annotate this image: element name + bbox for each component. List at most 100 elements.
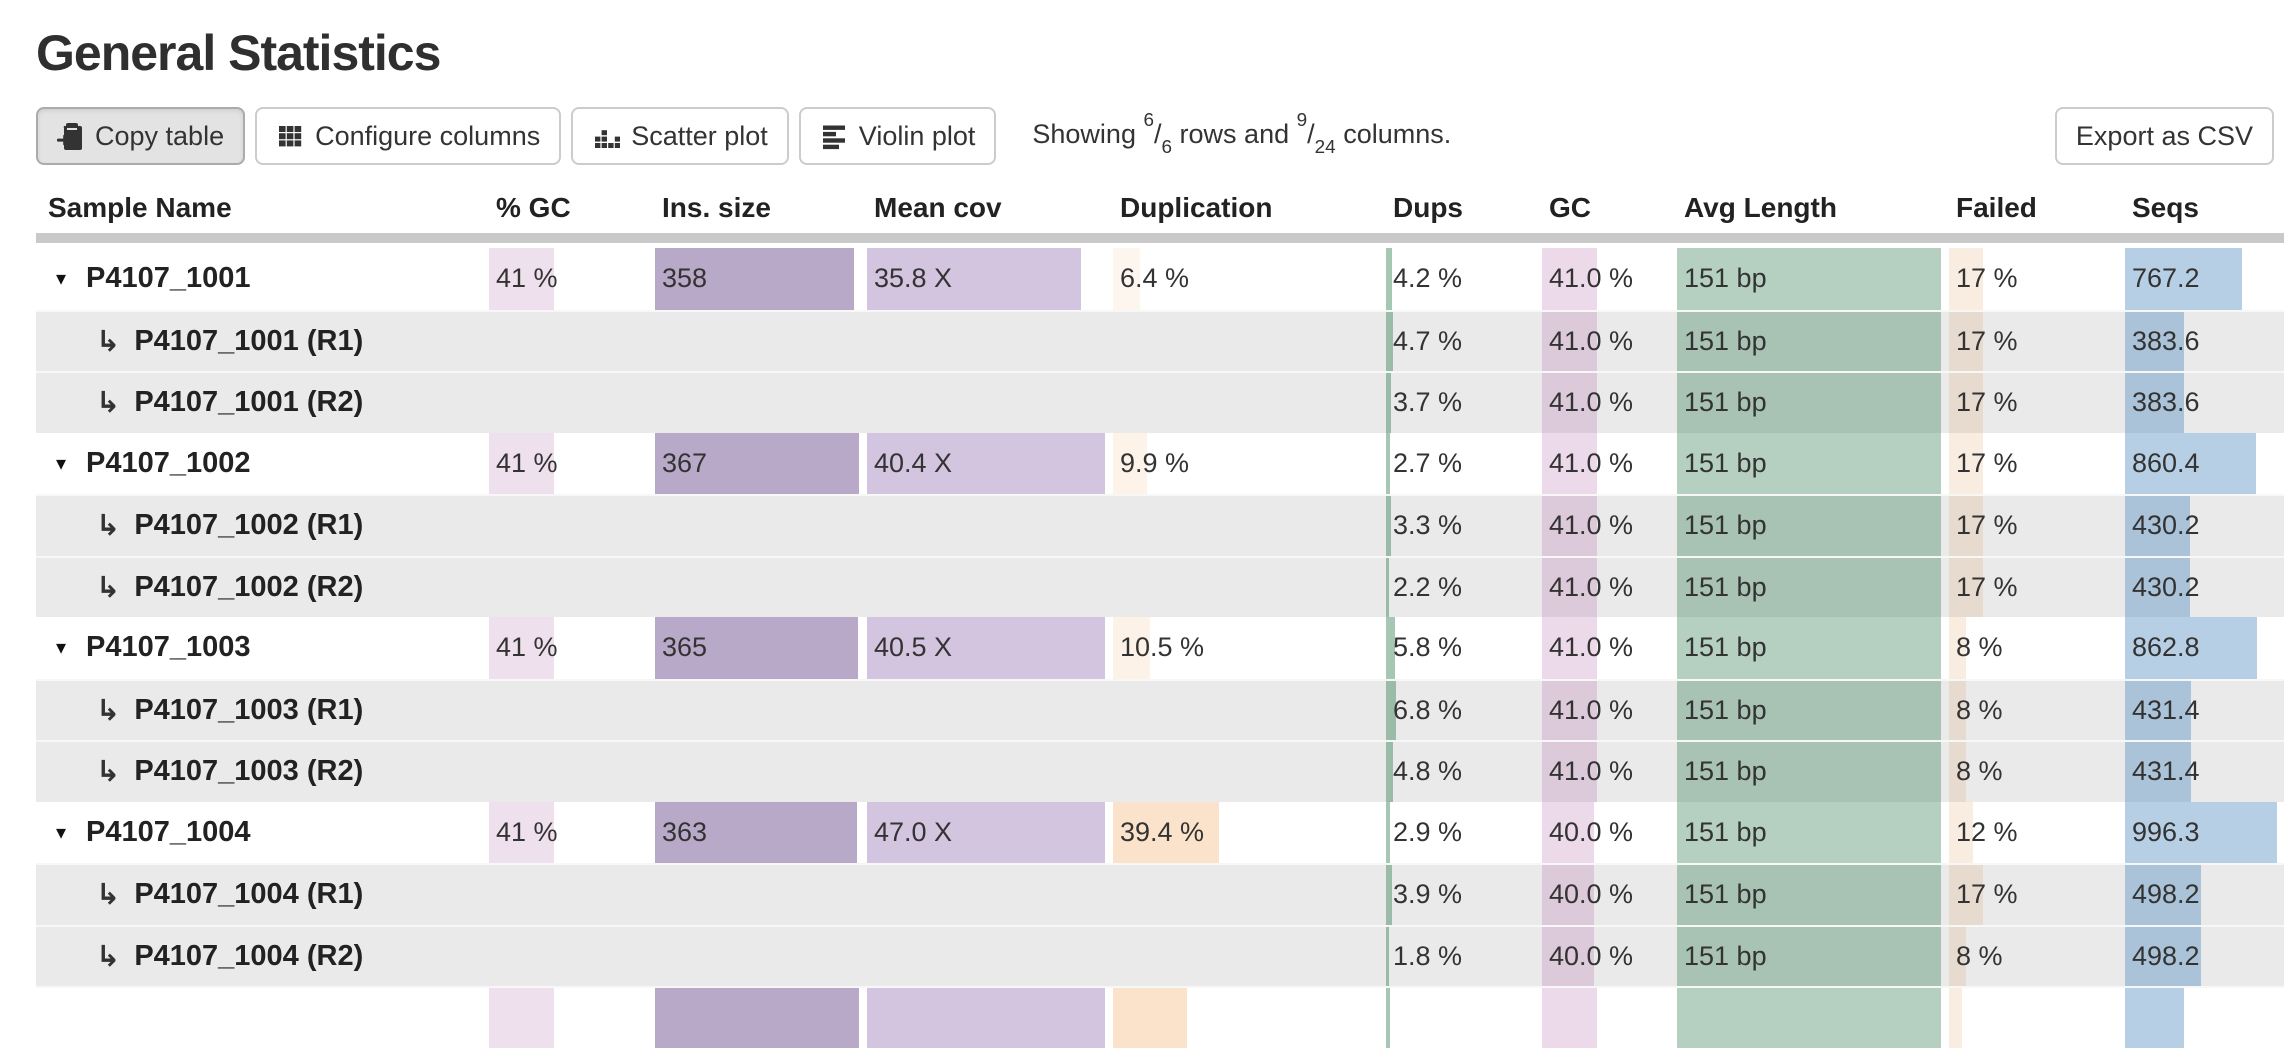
cell-ins [655,865,867,925]
child-arrow-icon: ↳ [96,571,121,604]
table-row: ▾ P4107_1001 41 % 358 35.8 X 6.4 % 4.2 % 41.0 %… [36,248,2284,310]
cell-value: 47.0 X [874,816,953,847]
child-arrow-icon: ↳ [96,694,121,727]
value-bar [1949,865,1983,925]
configure-columns-button[interactable]: Configure columns [255,107,562,165]
value-bar [1677,988,1941,1048]
copy-table-button[interactable]: Copy table [36,107,246,165]
cell-gc: 41.0 % [1542,373,1677,433]
value-bar [1542,617,1597,679]
cell-len: 151 bp [1677,865,1949,925]
cell-value: 10.5 % [1120,632,1205,663]
expand-triangle-icon[interactable]: ▾ [56,821,67,844]
cell-dup [1113,927,1386,987]
cell-value: 4.7 % [1393,325,1463,356]
cell-value: 996.3 [2132,816,2200,847]
expand-triangle-icon[interactable]: ▾ [56,637,67,660]
sample-name: P4107_1002 (R1) [134,509,364,542]
sample-name: P4107_1004 [86,815,251,848]
scatter-plot-button[interactable]: Scatter plot [571,107,789,165]
value-bar [1113,617,1151,679]
column-header-cov[interactable]: Mean cov [874,192,1002,223]
value-bar [1542,496,1597,556]
child-arrow-icon: ↳ [96,387,121,420]
cell-value: 40.5 X [874,632,953,663]
value-bar [655,617,858,679]
table-toolbar: Copy table Configure columns [36,107,2274,165]
cell-gc [1542,988,1677,1048]
cell-len: 151 bp [1677,617,1949,679]
cell-cov [867,312,1113,372]
child-arrow-icon: ↳ [96,879,121,912]
cell-dup: 10.5 % [1113,617,1386,679]
value-bar [1386,926,1389,986]
value-bar [1677,926,1941,986]
cell-seqs: 383.6 [2125,311,2284,371]
cell-value: 8 % [1956,940,2003,971]
cell-value: 5.8 % [1393,632,1463,663]
cell-gc_pct [489,927,655,987]
expand-triangle-icon[interactable]: ▾ [56,452,67,475]
cell-value: 9.9 % [1120,447,1190,478]
table-row: ▾ P4107_1002 41 % 367 40.4 X 9.9 % 2.7 % 41.0 %… [36,432,2284,494]
column-header-dup[interactable]: Duplication [1120,192,1273,223]
cols-shown-count: 9 [1296,109,1308,131]
cell-value: 4.2 % [1393,263,1463,294]
column-header-dups[interactable]: Dups [1393,192,1463,223]
cell-value: 17 % [1956,387,2018,418]
sample-name: P4107_1002 (R2) [134,570,364,603]
cell-value: 12 % [1956,816,2018,847]
cell-dup [1113,681,1386,741]
violin-plot-button[interactable]: Violin plot [798,107,997,165]
cell-len: 151 bp [1677,432,1949,494]
value-bar [2125,248,2243,310]
cell-gc: 41.0 % [1542,311,1677,371]
cell-cov: 35.8 X [867,248,1113,310]
value-bar [1113,432,1148,494]
cell-value: 430.2 [2132,510,2200,541]
cell-value: 41.0 % [1549,510,1634,541]
cell-dups: 2.7 % [1386,432,1542,494]
cell-cov: 40.4 X [867,432,1113,494]
cell-seqs [2125,988,2284,1048]
cell-dups: 2.9 % [1386,801,1542,863]
cell-dup [1113,865,1386,925]
value-bar [2125,496,2191,556]
rows-total-count: 6 [1161,136,1173,158]
cell-value: 17 % [1956,571,2018,602]
cell-gc: 41.0 % [1542,248,1677,310]
column-header-failed[interactable]: Failed [1956,192,2037,223]
cell-failed: 17 % [1949,496,2125,556]
value-bar [1677,311,1941,371]
column-header-ins[interactable]: Ins. size [662,192,771,223]
cell-gc_pct [489,988,655,1048]
value-bar [655,988,859,1048]
export-csv-button[interactable]: Export as CSV [2054,107,2274,165]
value-bar [1542,988,1597,1048]
showing-summary: Showing 6/6 rows and 9/24 columns. [1032,109,1452,158]
cell-value: 3.9 % [1393,879,1463,910]
cell-dups: 3.9 % [1386,865,1542,925]
value-bar [1677,557,1941,617]
column-header-gc[interactable]: GC [1549,192,1591,223]
cell-dup [1113,988,1386,1048]
cell-gc: 40.0 % [1542,926,1677,986]
cell-failed: 17 % [1949,311,2125,371]
sample-cell: ↳ P4107_1002 (R2) [36,558,489,618]
cell-value: 41 % [496,816,558,847]
sample-cell: ↳ P4107_1001 (R2) [36,373,489,433]
column-header-gc_pct[interactable]: % GC [496,192,571,223]
cell-value: 151 bp [1684,447,1767,478]
column-header-seqs[interactable]: Seqs [2132,192,2199,223]
cell-len: 151 bp [1677,680,1949,740]
cell-value: 383.6 [2132,325,2200,356]
cell-ins [655,312,867,372]
expand-triangle-icon[interactable]: ▾ [56,268,67,291]
cell-cov [867,681,1113,741]
cell-value: 17 % [1956,879,2018,910]
column-header-sample[interactable]: Sample Name [48,192,232,223]
sample-cell: ↳ P4107_1003 (R1) [36,681,489,741]
column-header-len[interactable]: Avg Length [1684,192,1837,223]
violin-plot-label: Violin plot [858,120,976,151]
clipboard-copy-icon [57,122,84,151]
